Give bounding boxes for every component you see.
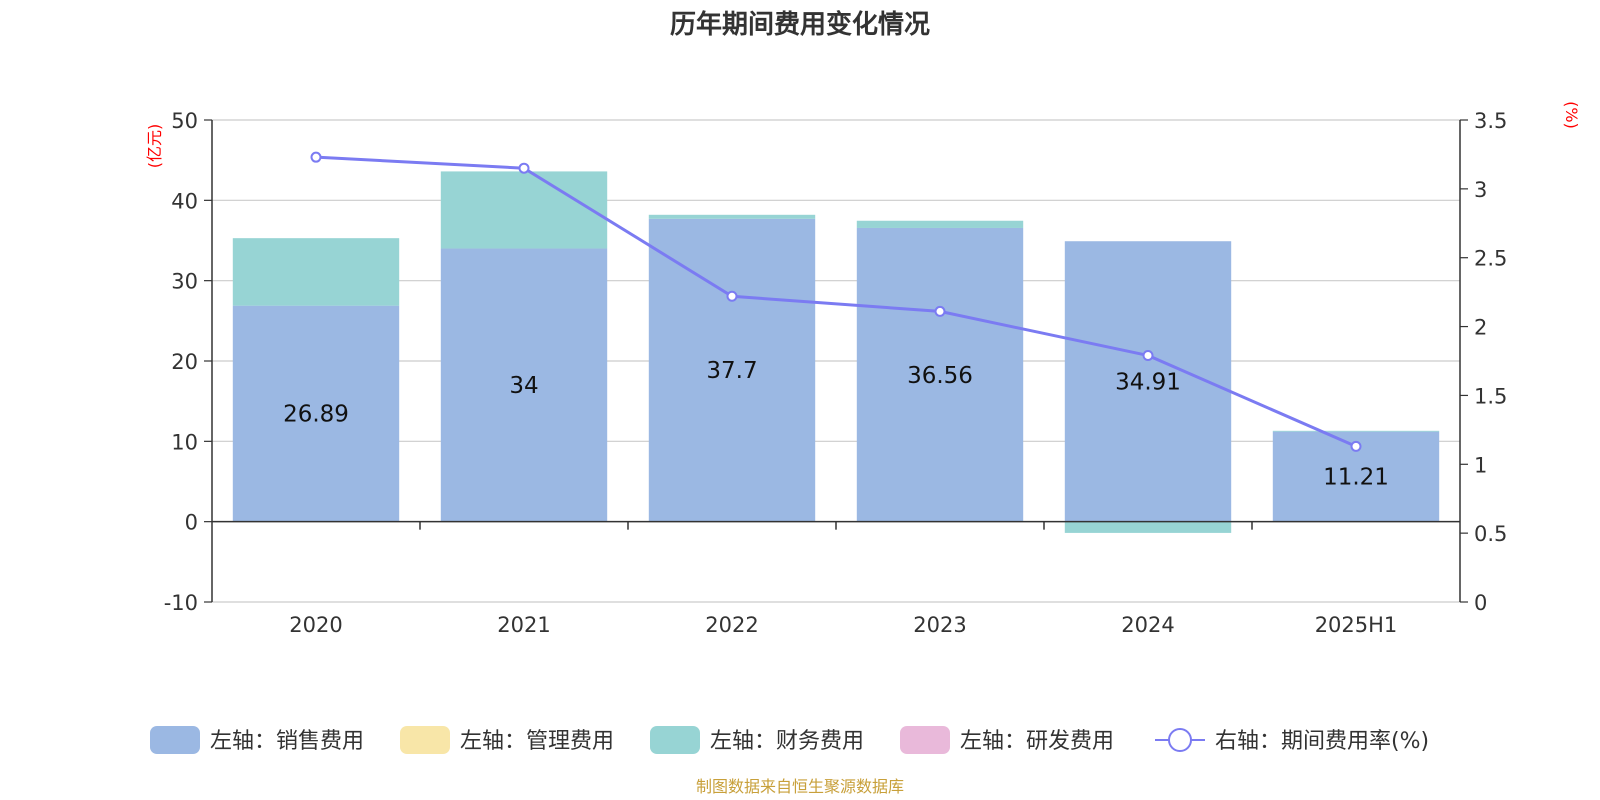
line-layer xyxy=(310,151,1362,452)
data-label: 36.56 xyxy=(907,363,973,389)
legend-item[interactable]: 左轴：财务费用 xyxy=(650,726,864,754)
bar-左轴：销售费用-2024 xyxy=(1064,241,1232,522)
legend-label: 左轴：管理费用 xyxy=(460,729,614,754)
data-source-note: 制图数据来自恒生聚源数据库 xyxy=(696,777,904,796)
legend-label: 左轴：研发费用 xyxy=(960,729,1114,754)
legend: 左轴：销售费用 左轴：管理费用 左轴：财务费用 左轴：研发费用 右轴：期间费用率(%) xyxy=(150,726,1429,754)
data-label: 37.7 xyxy=(706,358,757,384)
left-axis-unit: (亿元) xyxy=(145,124,164,169)
bar-左轴：销售费用-2021 xyxy=(440,248,608,522)
x-axis-tick-label: 2021 xyxy=(497,613,550,637)
bar-左轴：销售费用-2023 xyxy=(856,227,1024,522)
data-label: 34.91 xyxy=(1115,369,1181,395)
rate-point-2020 xyxy=(310,151,322,163)
legend-item[interactable]: 左轴：销售费用 xyxy=(150,726,364,754)
legend-item[interactable]: 右轴：期间费用率(%) xyxy=(1155,728,1429,754)
axis-layer: -10 0 10 20 30 40 50 0 0.5 1 1.5 2 2.5 3 3.5 2020 2021 20… xyxy=(164,109,1508,637)
legend-label: 左轴：销售费用 xyxy=(210,729,364,754)
x-axis-tick-label: 2025H1 xyxy=(1315,613,1398,637)
left-axis-tick-label: 40 xyxy=(171,189,198,213)
right-axis-tick-label: 3.5 xyxy=(1474,109,1507,133)
label-layer: 26.89 34 37.7 36.56 34.91 11.21 xyxy=(283,358,1389,490)
right-axis-tick-label: 2 xyxy=(1474,316,1487,340)
legend-swatch xyxy=(650,726,700,754)
data-label: 11.21 xyxy=(1323,465,1389,491)
data-label: 26.89 xyxy=(283,402,349,428)
bar-左轴：销售费用-2022 xyxy=(648,218,816,522)
legend-item[interactable]: 左轴：研发费用 xyxy=(900,726,1114,754)
legend-swatch xyxy=(400,726,450,754)
legend-swatch xyxy=(900,726,950,754)
x-axis-tick-label: 2022 xyxy=(705,613,758,637)
rate-line xyxy=(315,155,1357,448)
right-axis-tick-label: 2.5 xyxy=(1474,247,1507,271)
left-axis-tick-label: 0 xyxy=(185,511,198,535)
x-axis-tick-label: 2023 xyxy=(913,613,966,637)
legend-swatch-marker xyxy=(1168,728,1192,752)
left-axis-tick-label: 10 xyxy=(171,430,198,454)
x-axis-tick-label: 2024 xyxy=(1121,613,1174,637)
bar-左轴：财务费用-2021 xyxy=(440,171,608,249)
bar-左轴：财务费用-2024 xyxy=(1064,521,1232,533)
right-axis-tick-label: 0 xyxy=(1474,591,1487,615)
legend-label: 右轴：期间费用率(%) xyxy=(1215,729,1429,754)
bar-左轴：财务费用-2022 xyxy=(648,214,816,219)
x-axis-tick-label: 2020 xyxy=(289,613,342,637)
legend-label: 左轴：财务费用 xyxy=(710,729,864,754)
left-axis-tick-label: 50 xyxy=(171,109,198,133)
legend-item[interactable]: 左轴：管理费用 xyxy=(400,726,614,754)
bar-左轴：财务费用-2025H1 xyxy=(1272,430,1440,432)
right-axis-tick-label: 1 xyxy=(1474,453,1487,477)
data-label: 34 xyxy=(509,373,538,399)
rate-point-2025H1 xyxy=(1350,440,1362,452)
rate-point-2024 xyxy=(1142,349,1154,361)
right-axis-tick-label: 1.5 xyxy=(1474,384,1507,408)
bar-左轴：销售费用-2020 xyxy=(232,305,400,522)
bars-layer xyxy=(232,171,1440,533)
left-axis-tick-label: 20 xyxy=(171,350,198,374)
right-axis-tick-label: 0.5 xyxy=(1474,522,1507,546)
bar-左轴：财务费用-2023 xyxy=(856,220,1024,228)
right-axis-tick-label: 3 xyxy=(1474,178,1487,202)
rate-point-2022 xyxy=(726,290,738,302)
chart-title: 历年期间费用变化情况 xyxy=(670,9,930,40)
left-axis-tick-label: 30 xyxy=(171,270,198,294)
left-axis-tick-label: -10 xyxy=(164,591,198,615)
bar-左轴：财务费用-2020 xyxy=(232,238,400,306)
legend-swatch xyxy=(150,726,200,754)
rate-point-2021 xyxy=(518,162,530,174)
rate-point-2023 xyxy=(934,305,946,317)
right-axis-unit: (%) xyxy=(1562,101,1581,129)
